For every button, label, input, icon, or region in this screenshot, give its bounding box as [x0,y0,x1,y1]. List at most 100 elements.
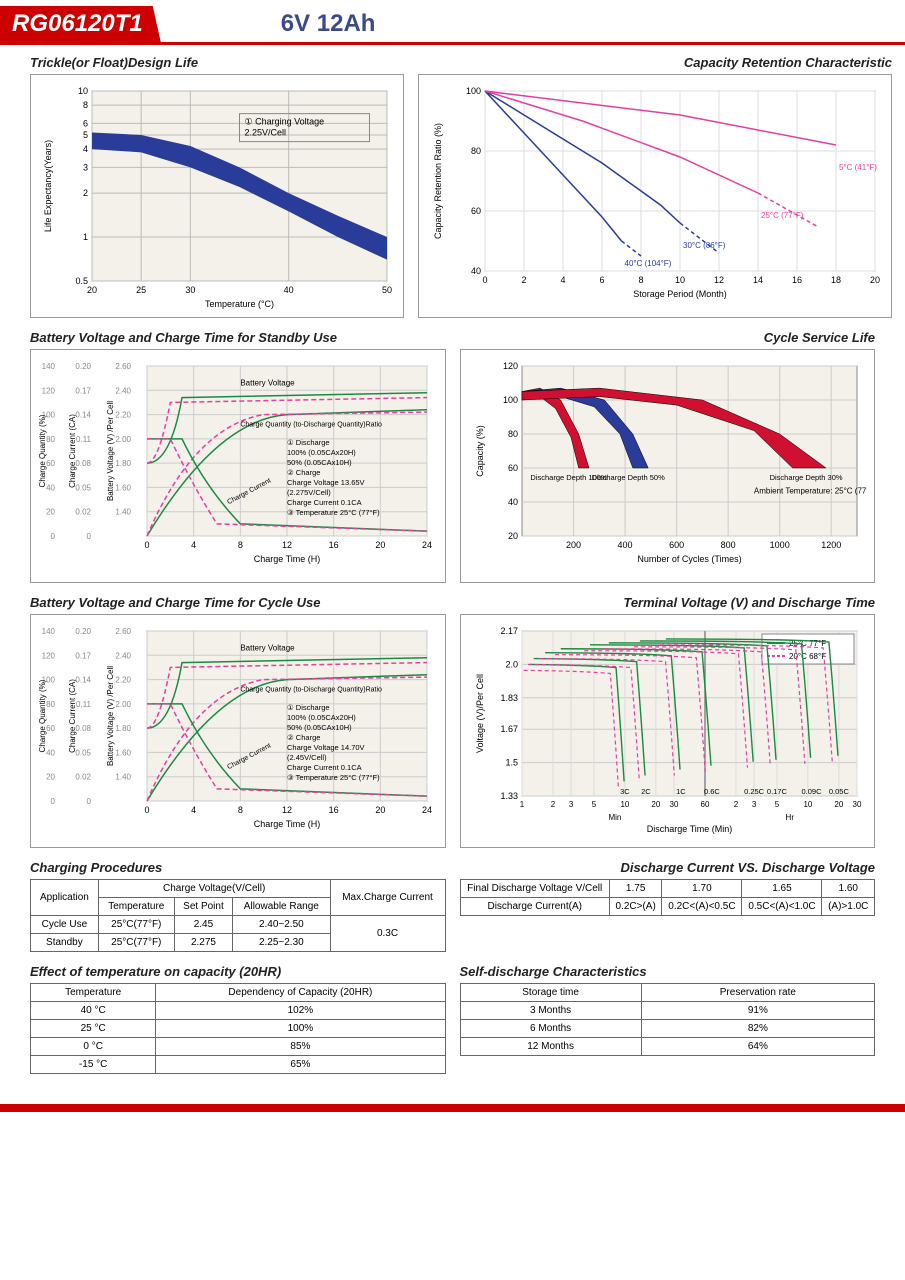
svg-text:0.02: 0.02 [75,773,91,782]
svg-text:16: 16 [792,275,802,285]
svg-text:③ Temperature 25°C (77°F): ③ Temperature 25°C (77°F) [287,508,380,517]
spec-text: 6V 12Ah [281,10,376,38]
svg-text:200: 200 [566,540,581,550]
svg-text:1.67: 1.67 [500,724,518,734]
svg-text:2.60: 2.60 [115,362,131,371]
svg-text:18: 18 [831,275,841,285]
svg-text:Battery Voltage: Battery Voltage [240,643,295,652]
svg-text:Charge Quantity (to-Discharge: Charge Quantity (to-Discharge Quantity)R… [240,687,382,694]
svg-text:10: 10 [675,275,685,285]
svg-text:Voltage (V)/Per Cell: Voltage (V)/Per Cell [475,674,485,753]
svg-text:30: 30 [852,800,861,809]
svg-text:② Charge: ② Charge [287,468,320,477]
svg-text:2.00: 2.00 [115,435,131,444]
svg-text:600: 600 [669,540,684,550]
chart1-title: Trickle(or Float)Design Life [30,55,404,70]
svg-text:12: 12 [282,540,292,550]
svg-text:0.11: 0.11 [76,700,92,709]
svg-text:40: 40 [46,483,55,492]
svg-text:1.80: 1.80 [115,724,131,733]
svg-text:100% (0.05CAx20H): 100% (0.05CAx20H) [287,448,356,457]
svg-text:40: 40 [46,748,55,757]
chart5-title: Battery Voltage and Charge Time for Cycl… [30,595,446,610]
svg-text:6: 6 [83,118,88,128]
svg-text:0.05C: 0.05C [828,787,849,796]
svg-text:80: 80 [46,435,55,444]
svg-text:800: 800 [720,540,735,550]
svg-text:60: 60 [46,459,55,468]
svg-text:Charge Current 0.1CA: Charge Current 0.1CA [287,763,362,772]
svg-text:0.08: 0.08 [75,459,91,468]
svg-text:Ambient Temperature: 25°C (77°: Ambient Temperature: 25°C (77°F) [753,487,866,496]
svg-text:③ Temperature 25°C (77°F): ③ Temperature 25°C (77°F) [287,773,380,782]
svg-text:40: 40 [471,266,481,276]
svg-text:120: 120 [502,361,517,371]
svg-text:5: 5 [591,800,596,809]
svg-text:1.80: 1.80 [115,459,131,468]
svg-text:10: 10 [620,800,629,809]
svg-text:Battery Voltage (V) /Per Cell: Battery Voltage (V) /Per Cell [106,401,115,501]
svg-text:120: 120 [42,651,56,660]
svg-text:24: 24 [422,540,432,550]
svg-text:20: 20 [834,800,843,809]
svg-text:2.40: 2.40 [115,386,131,395]
svg-text:140: 140 [42,362,56,371]
chart6-title: Terminal Voltage (V) and Discharge Time [460,595,876,610]
svg-text:(2.45V/Cell): (2.45V/Cell) [287,753,327,762]
svg-text:2.00: 2.00 [115,700,131,709]
svg-text:Number of Cycles (Times): Number of Cycles (Times) [637,554,741,564]
svg-text:Capacity Retention Ratio (%): Capacity Retention Ratio (%) [433,123,443,239]
svg-text:2: 2 [83,188,88,198]
svg-text:100% (0.05CAx20H): 100% (0.05CAx20H) [287,713,356,722]
svg-text:2.20: 2.20 [115,411,131,420]
svg-text:Temperature (°C): Temperature (°C) [205,299,274,309]
svg-text:30: 30 [669,800,678,809]
svg-text:4: 4 [191,805,196,815]
svg-text:Min: Min [608,813,621,822]
svg-text:2: 2 [733,800,738,809]
table1-title: Charging Procedures [30,860,446,875]
svg-text:100: 100 [466,86,481,96]
svg-text:0.09C: 0.09C [801,787,822,796]
svg-text:14: 14 [753,275,763,285]
chart6-svg: 1.331.51.671.832.02.17123510203060235102… [467,621,867,841]
self-discharge-table: Storage timePreservation rate3 Months91%… [460,983,876,1056]
svg-text:Discharge Depth 50%: Discharge Depth 50% [591,473,664,482]
svg-text:20: 20 [375,540,385,550]
svg-text:60: 60 [507,463,517,473]
svg-text:80: 80 [46,700,55,709]
svg-text:0.17: 0.17 [75,651,91,660]
svg-text:25: 25 [136,285,146,295]
svg-text:Charge Quantity (%): Charge Quantity (%) [38,414,47,487]
svg-text:(2.275V/Cell): (2.275V/Cell) [287,488,331,497]
svg-text:10: 10 [803,800,812,809]
svg-text:40: 40 [507,497,517,507]
svg-text:40: 40 [284,285,294,295]
svg-text:80: 80 [471,146,481,156]
svg-text:3: 3 [568,800,573,809]
svg-text:0: 0 [144,805,149,815]
svg-text:12: 12 [282,805,292,815]
svg-text:Discharge Depth 30%: Discharge Depth 30% [769,473,842,482]
chart4-title: Cycle Service Life [460,330,876,345]
svg-text:1.33: 1.33 [500,791,518,801]
model-badge: RG06120T1 [0,6,161,42]
header: RG06120T1 6V 12Ah [0,0,905,45]
temp-capacity-table: TemperatureDependency of Capacity (20HR)… [30,983,446,1074]
svg-text:0.14: 0.14 [75,676,91,685]
svg-text:0.17C: 0.17C [766,787,787,796]
svg-text:2.0: 2.0 [505,659,518,669]
svg-text:5°C (41°F): 5°C (41°F) [839,163,877,172]
svg-text:12: 12 [714,275,724,285]
table4-title: Self-discharge Characteristics [460,964,876,979]
chart1-svg: 0.51234568102025304050① Charging Voltage… [37,81,397,311]
svg-text:Discharge Time (Min): Discharge Time (Min) [646,824,732,834]
svg-text:0: 0 [87,532,92,541]
svg-text:0.14: 0.14 [75,411,91,420]
svg-text:20: 20 [507,531,517,541]
svg-text:1C: 1C [676,787,686,796]
svg-text:10: 10 [78,86,88,96]
svg-text:0.20: 0.20 [75,627,91,636]
svg-text:Storage Period (Month): Storage Period (Month) [633,289,727,299]
svg-text:20: 20 [46,508,55,517]
